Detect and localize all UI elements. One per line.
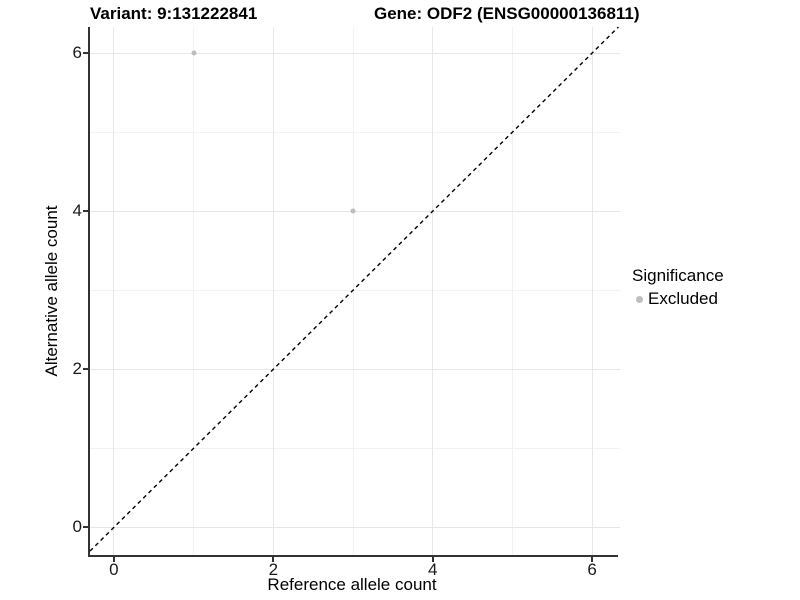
y-minor-gridline (90, 131, 620, 133)
x-axis-tick (431, 557, 434, 562)
legend-item-label: Excluded (648, 289, 718, 308)
x-major-gridline (113, 27, 115, 555)
legend: Significance Excluded (632, 266, 724, 309)
y-axis-title: Alternative allele count (42, 205, 61, 377)
y-tick-label: 2 (72, 359, 82, 379)
x-tick-label: 0 (109, 560, 119, 579)
x-major-gridline (591, 27, 593, 555)
data-point (191, 50, 197, 56)
identity-line (89, 26, 619, 552)
y-axis-tick (83, 52, 88, 55)
x-axis-title: Reference allele count (267, 575, 437, 594)
x-axis-line (88, 555, 618, 557)
x-major-gridline (272, 27, 274, 555)
y-major-gridline (90, 526, 620, 528)
legend-title: Significance (632, 266, 724, 285)
gene-title: Gene: ODF2 (ENSG00000136811) (374, 4, 640, 23)
x-axis-tick (591, 557, 594, 562)
y-tick-label: 0 (72, 517, 82, 537)
data-point (350, 208, 356, 214)
x-major-gridline (432, 27, 434, 555)
plot-panel (90, 27, 620, 555)
y-major-gridline (90, 52, 620, 54)
y-minor-gridline (90, 289, 620, 291)
y-tick-label: 4 (72, 201, 82, 221)
legend-item-excluded: Excluded (632, 289, 724, 309)
x-minor-gridline (193, 27, 195, 555)
x-minor-gridline (511, 27, 513, 555)
y-axis-line (88, 27, 90, 557)
y-minor-gridline (90, 447, 620, 449)
y-axis-tick (83, 210, 88, 213)
x-tick-label: 4 (427, 560, 438, 579)
x-tick-label: 2 (268, 560, 279, 579)
excluded-point-icon (636, 295, 643, 303)
x-axis-tick (112, 557, 115, 562)
variant-title: Variant: 9:131222841 (90, 4, 258, 23)
x-tick-label: 6 (587, 560, 597, 579)
y-major-gridline (90, 368, 620, 370)
y-axis-tick (83, 526, 88, 529)
y-tick-label: 6 (72, 43, 82, 63)
y-axis-tick (83, 368, 88, 371)
x-axis-tick (272, 557, 275, 562)
